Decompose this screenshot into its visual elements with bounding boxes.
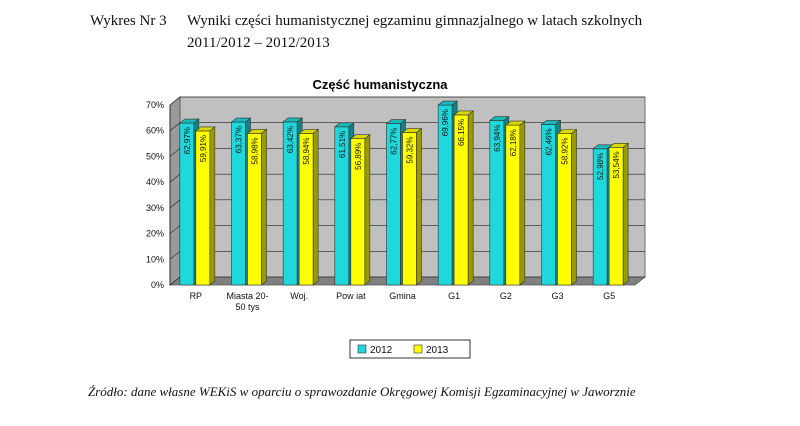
data-label-2013-0: 59,91% xyxy=(199,135,208,162)
category-label: RP xyxy=(190,291,203,301)
chart-container: Część humanistyczna 0% 10% 20% 30% 40% 50% 60% 7… xyxy=(120,70,680,370)
bar-side-2013-6 xyxy=(519,120,526,286)
category-label: G1 xyxy=(448,291,460,301)
data-label-2012-8: 52,98% xyxy=(596,153,605,180)
bar-side-2013-0 xyxy=(209,126,216,286)
y-tick-label: 60% xyxy=(146,126,164,136)
bar-side-2013-4 xyxy=(416,127,422,286)
data-label-2013-8: 53,54% xyxy=(612,151,621,178)
bar-side-2013-8 xyxy=(622,142,629,286)
bar-side-2013-3 xyxy=(364,134,371,286)
data-label-2013-5: 66,15% xyxy=(457,119,466,146)
figure-caption: Wykres Nr 3 Wyniki części humanistycznej … xyxy=(90,10,730,54)
plot-side-wall xyxy=(169,96,181,286)
data-label-2013-3: 56,89% xyxy=(354,143,363,170)
data-label-2013-2: 58,94% xyxy=(302,137,311,164)
bar-side-2013-2 xyxy=(312,128,319,286)
data-label-2013-1: 58,98% xyxy=(251,137,260,164)
y-tick-label: 70% xyxy=(146,100,164,110)
bar-chart: Część humanistyczna 0% 10% 20% 30% 40% 50% 60% 7… xyxy=(146,77,647,359)
category-label: G5 xyxy=(603,291,615,301)
data-label-2012-0: 62,97% xyxy=(183,127,192,154)
caption-text-line1: Wyniki części humanistycznej egzaminu gi… xyxy=(187,13,643,29)
y-tick-label: 20% xyxy=(146,229,164,239)
legend-box xyxy=(349,339,471,359)
legend-swatch-2013 xyxy=(413,344,423,354)
chart-title: Część humanistyczna xyxy=(312,77,448,92)
data-label-2013-4: 59,32% xyxy=(406,136,415,163)
caption-label: Wykres Nr 3 xyxy=(90,13,167,29)
data-label-2013-7: 58,92% xyxy=(561,137,570,164)
data-label-2012-5: 69,96% xyxy=(441,109,450,136)
category-label: G3 xyxy=(551,291,563,301)
y-tick-label: 30% xyxy=(146,203,164,213)
bar-side-2013-1 xyxy=(261,128,267,286)
legend-swatch-2012 xyxy=(357,344,367,354)
data-label-2012-2: 63,42% xyxy=(286,126,295,153)
data-label-2012-6: 63,94% xyxy=(493,125,502,152)
data-label-2012-1: 63,37% xyxy=(235,126,244,153)
category-label: Pow iat xyxy=(336,291,366,301)
category-label: 50 tys xyxy=(235,302,260,312)
category-label: Woj. xyxy=(290,291,308,301)
y-tick-label: 50% xyxy=(146,151,164,161)
category-label: G2 xyxy=(500,291,512,301)
data-label-2013-6: 62,18% xyxy=(509,129,518,156)
caption-text-line2: 2011/2012 – 2012/2013 xyxy=(187,35,330,51)
data-label-2012-3: 61,51% xyxy=(338,131,347,158)
legend-label-2012: 2012 xyxy=(370,345,393,356)
source-note: Źródło: dane własne WEKiS w oparciu o sp… xyxy=(88,384,636,399)
y-tick-label: 0% xyxy=(151,280,164,290)
bar-side-2013-7 xyxy=(571,128,577,286)
legend-label-2013: 2013 xyxy=(426,345,449,356)
data-label-2012-4: 62,77% xyxy=(390,128,399,155)
data-label-2012-7: 62,46% xyxy=(545,128,554,155)
gridline xyxy=(169,96,645,106)
y-tick-label: 40% xyxy=(146,177,164,187)
y-tick-label: 10% xyxy=(146,254,164,264)
category-label: Miasta 20- xyxy=(226,291,268,301)
category-label: Gmina xyxy=(389,291,416,301)
bar-side-2013-5 xyxy=(467,110,474,286)
